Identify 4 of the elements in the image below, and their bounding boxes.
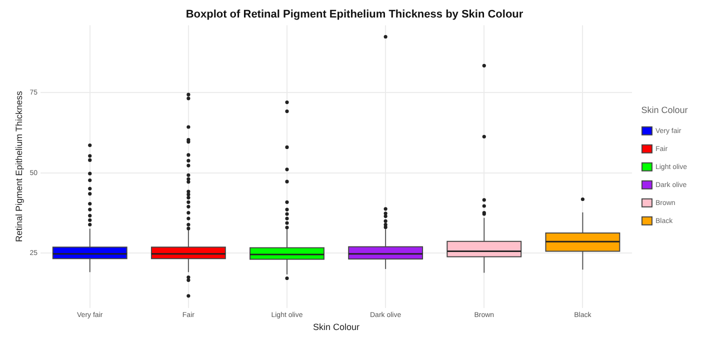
x-axis-title: Skin Colour (313, 322, 360, 332)
y-axis-title: Retinal Pigment Epithelium Thickness (14, 90, 24, 242)
chart-title: Boxplot of Retinal Pigment Epithelium Thickness by Skin Colour (186, 8, 524, 21)
legend-title: Skin Colour (641, 105, 688, 116)
